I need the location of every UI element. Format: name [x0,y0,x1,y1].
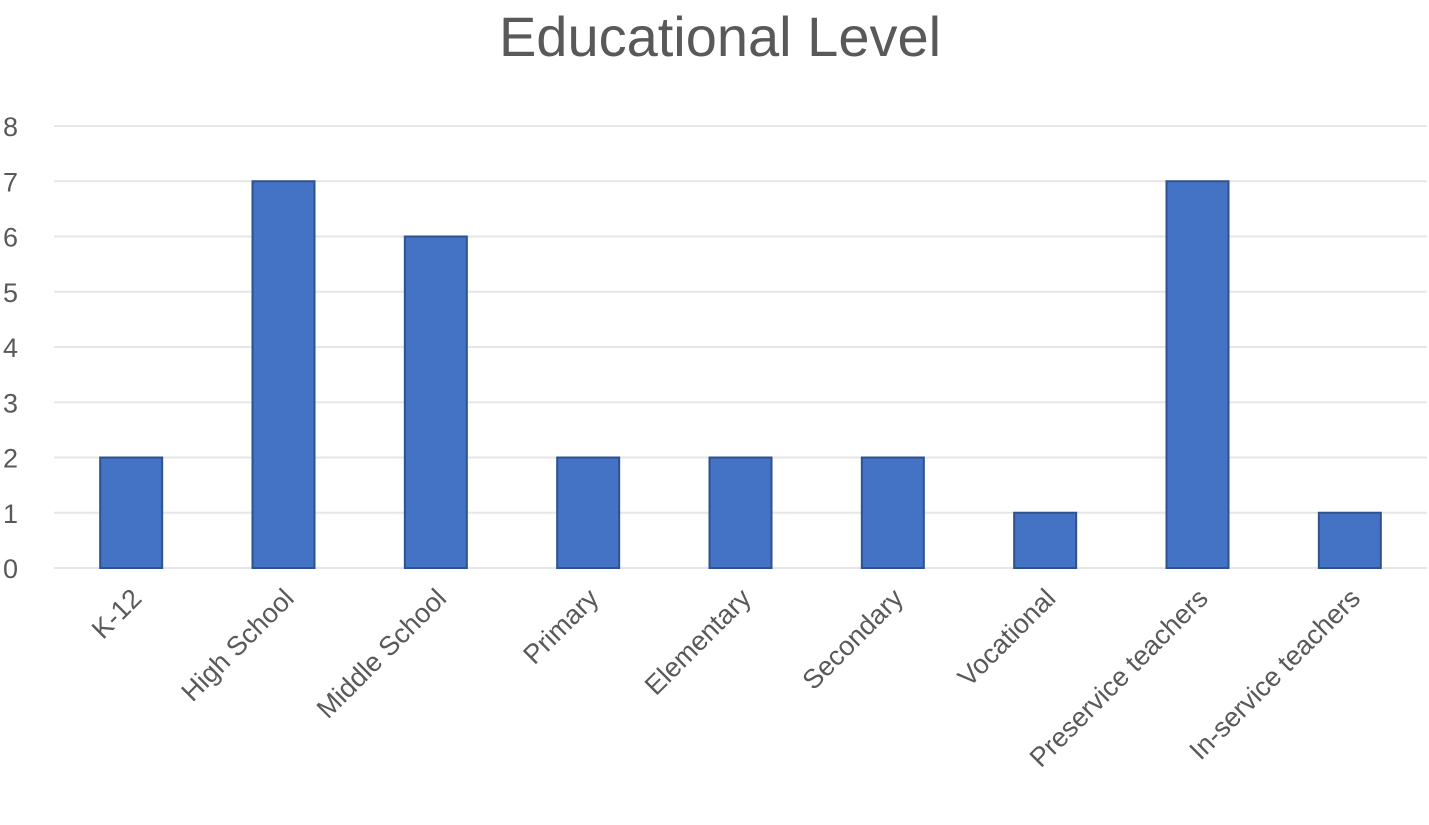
y-tick-label: 3 [3,388,18,418]
chart-title: Educational Level [499,5,941,68]
x-tick-label: K-12 [86,583,148,645]
x-tick-label: High School [176,583,300,707]
bar [99,456,164,569]
y-tick-label: 0 [3,554,18,584]
y-tick-label: 7 [3,167,18,197]
bar [251,180,316,569]
y-tick-label: 6 [3,223,18,253]
bar [556,456,621,569]
x-tick-label: Vocational [952,583,1061,692]
bar [403,235,468,569]
y-axis-tick-labels: 0 1 2 3 4 5 6 7 8 [3,112,18,584]
y-tick-label: 1 [3,499,18,529]
x-tick-label: Middle School [311,583,452,724]
bar [860,456,925,569]
x-axis-tick-labels: K-12 High School Middle School Primary Eleme… [86,583,1366,773]
y-tick-label: 5 [3,278,18,308]
y-tick-label: 8 [3,112,18,142]
y-tick-label: 2 [3,444,18,474]
x-tick-label: Secondary [797,583,910,696]
bar [708,456,773,569]
x-tick-label: Primary [517,583,604,670]
y-tick-label: 4 [3,333,18,363]
bar [1317,511,1382,569]
bar [1013,511,1078,569]
bars [99,180,1382,569]
bar [1165,180,1230,569]
x-tick-label: Elementary [639,583,757,701]
x-tick-label: In-service teachers [1184,583,1366,765]
